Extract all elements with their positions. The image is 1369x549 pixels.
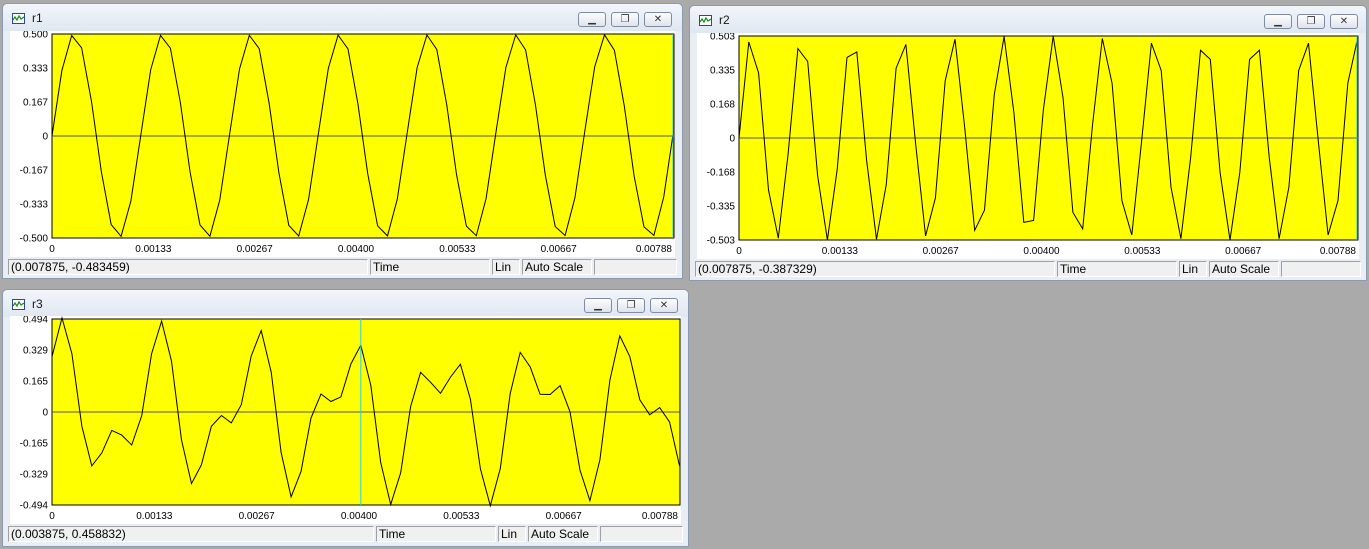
x-tick-label: 0.00267: [239, 511, 276, 522]
x-tick-label: 0.00133: [135, 244, 172, 255]
x-tick-label: 0.00533: [443, 511, 480, 522]
status-extra: [1281, 261, 1361, 277]
close-button[interactable]: ✕: [644, 12, 672, 27]
restore-button[interactable]: ❐: [617, 298, 645, 313]
y-tick-label: -0.333: [20, 200, 49, 211]
minimize-button[interactable]: ▁: [578, 12, 606, 27]
y-tick-label: 0.500: [23, 31, 48, 41]
close-button[interactable]: ✕: [650, 298, 678, 313]
x-tick-label: 0.00788: [642, 511, 679, 522]
minimize-button[interactable]: ▁: [584, 298, 612, 313]
x-axis-mode: Time: [370, 259, 490, 275]
y-tick-label: 0: [729, 134, 735, 145]
x-axis-mode: Time: [1057, 261, 1177, 277]
y-tick-label: 0: [42, 408, 48, 419]
scale-mode: Lin: [1179, 261, 1207, 277]
y-tick-label: -0.168: [707, 168, 736, 179]
plot-area[interactable]: 0.500 0.333 0.167 0 -0.167 -0.333 -0.500 0 0.001…: [10, 31, 675, 257]
y-tick-label: -0.165: [20, 439, 49, 450]
status-extra: [600, 526, 683, 542]
coordinate-readout: (0.007875, -0.483459): [8, 259, 368, 275]
y-tick-label: -0.335: [707, 202, 736, 213]
x-tick-label: 0.00788: [636, 244, 673, 255]
y-tick-label: 0.165: [23, 377, 48, 388]
x-tick-label: 0.00267: [237, 244, 274, 255]
signal-trace: [51, 316, 681, 508]
auto-scale-mode: Auto Scale: [528, 526, 598, 542]
y-tick-label: 0.494: [23, 316, 48, 326]
auto-scale-mode: Auto Scale: [522, 259, 592, 275]
y-tick-label: 0: [42, 132, 48, 143]
restore-button[interactable]: ❐: [611, 12, 639, 27]
y-tick-label: -0.494: [20, 501, 49, 512]
plot-area[interactable]: 0.503 0.335 0.168 0 -0.168 -0.335 -0.503 0 0.001…: [697, 33, 1359, 259]
status-bar: (0.007875, -0.387329) Time Lin Auto Scal…: [695, 260, 1361, 278]
title-bar[interactable]: r1 ▁ ❐ ✕: [3, 4, 682, 31]
close-button[interactable]: ✕: [1330, 14, 1358, 29]
title-bar[interactable]: r2 ▁ ❐ ✕: [690, 6, 1366, 33]
y-tick-label: 0.335: [710, 66, 735, 77]
signal-trace: [738, 36, 1359, 241]
window-title: r1: [32, 11, 43, 25]
coordinate-readout: (0.003875, 0.458832): [8, 526, 374, 542]
x-tick-label: 0.00788: [1320, 246, 1357, 257]
window-title: r3: [32, 297, 43, 311]
x-tick-label: 0.00533: [1124, 246, 1161, 257]
y-tick-label: -0.500: [20, 234, 49, 245]
window-title: r2: [719, 13, 730, 27]
y-tick-label: -0.329: [20, 470, 49, 481]
status-extra: [594, 259, 677, 275]
restore-button[interactable]: ❐: [1297, 14, 1325, 29]
y-tick-label: -0.503: [707, 236, 736, 247]
x-tick-label: 0.00533: [439, 244, 476, 255]
y-tick-label: 0.503: [710, 33, 735, 43]
auto-scale-mode: Auto Scale: [1209, 261, 1279, 277]
y-tick-label: 0.167: [23, 98, 48, 109]
y-tick-label: 0.168: [710, 100, 735, 111]
coordinate-readout: (0.007875, -0.387329): [695, 261, 1055, 277]
x-tick-label: 0: [49, 511, 55, 522]
x-tick-label: 0.00400: [338, 244, 375, 255]
x-tick-label: 0.00667: [546, 511, 583, 522]
x-tick-label: 0.00133: [136, 511, 173, 522]
minimize-button[interactable]: ▁: [1264, 14, 1292, 29]
scope-icon: [12, 299, 25, 310]
x-tick-label: 0.00133: [822, 246, 859, 257]
title-bar[interactable]: r3 ▁ ❐ ✕: [3, 290, 688, 317]
y-tick-label: 0.333: [23, 64, 48, 75]
x-tick-label: 0.00667: [541, 244, 578, 255]
plot-window-r2[interactable]: r2 ▁ ❐ ✕ 0.503 0.335 0.168 0 -0.168 -0.335 -0.…: [689, 5, 1367, 281]
scope-icon: [699, 15, 712, 26]
y-tick-label: -0.167: [20, 166, 49, 177]
plot-window-r1[interactable]: r1 ▁ ❐ ✕ 0.500 0.333 0.167 0 -0.167 -0.333 -0.…: [2, 3, 683, 279]
x-tick-label: 0.00400: [341, 511, 378, 522]
scope-icon: [12, 13, 25, 24]
x-axis-mode: Time: [376, 526, 496, 542]
plot-window-r3[interactable]: r3 ▁ ❐ ✕ 0.494 0.329 0.165 0 -0.165 -0.329 -0.…: [2, 289, 689, 547]
scale-mode: Lin: [492, 259, 520, 275]
x-tick-label: 0: [49, 244, 55, 255]
y-tick-label: 0.329: [23, 346, 48, 357]
x-tick-label: 0: [736, 246, 742, 257]
scale-mode: Lin: [498, 526, 526, 542]
x-tick-label: 0.00667: [1225, 246, 1262, 257]
x-tick-label: 0.00267: [923, 246, 960, 257]
plot-area[interactable]: 0.494 0.329 0.165 0 -0.165 -0.329 -0.494 0 0.001…: [10, 316, 681, 524]
signal-trace: [51, 33, 675, 238]
status-bar: (0.007875, -0.483459) Time Lin Auto Scal…: [8, 258, 677, 276]
status-bar: (0.003875, 0.458832) Time Lin Auto Scale: [8, 525, 683, 543]
x-tick-label: 0.00400: [1023, 246, 1060, 257]
